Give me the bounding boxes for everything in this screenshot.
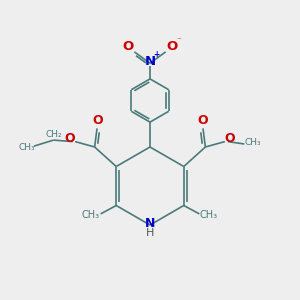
Text: +: + [154, 50, 160, 59]
Text: CH₂: CH₂ [46, 130, 62, 139]
Text: CH₃: CH₃ [82, 210, 100, 220]
Text: H: H [146, 228, 154, 239]
Text: O: O [167, 40, 178, 53]
Text: O: O [65, 131, 75, 145]
Text: O: O [122, 40, 134, 53]
Text: CH₃: CH₃ [18, 143, 35, 152]
Text: O: O [92, 113, 103, 127]
Text: O: O [225, 131, 235, 145]
Text: N: N [145, 217, 155, 230]
Text: N: N [144, 55, 156, 68]
Text: O: O [197, 113, 208, 127]
Text: ⁻: ⁻ [176, 37, 181, 46]
Text: CH₃: CH₃ [200, 210, 218, 220]
Text: CH₃: CH₃ [244, 138, 261, 147]
